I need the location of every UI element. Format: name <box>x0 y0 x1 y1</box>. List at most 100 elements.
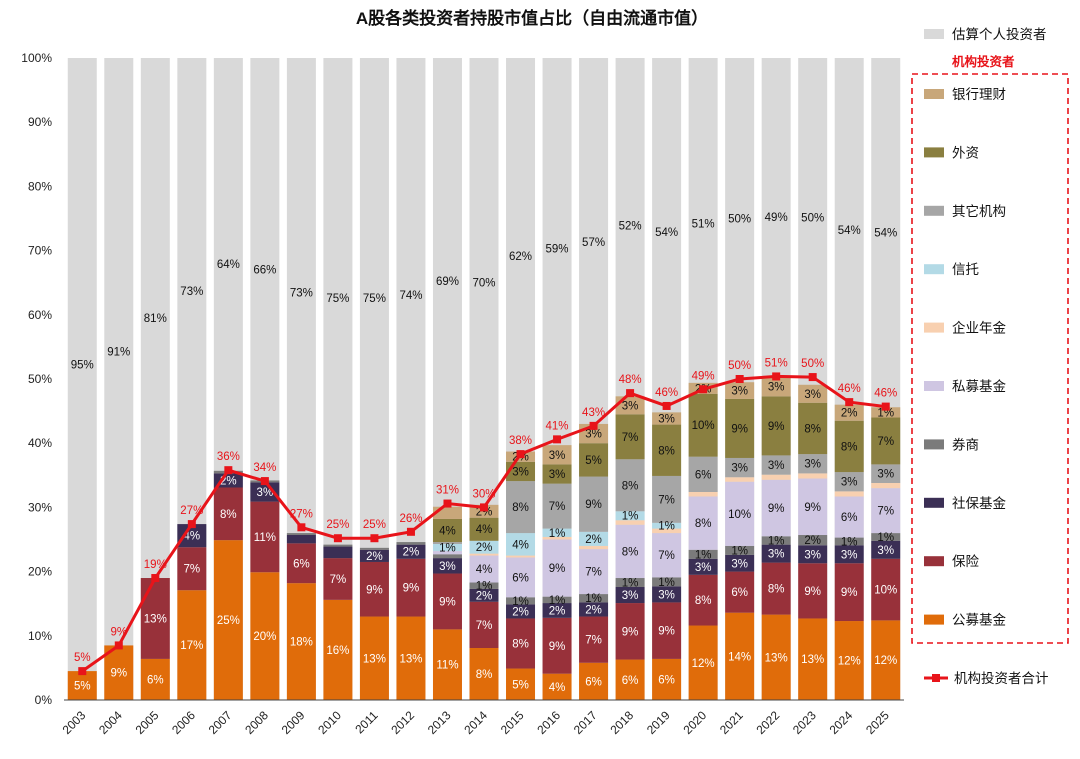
total-line-marker <box>881 402 890 411</box>
segment-label: 18% <box>290 637 313 649</box>
bar-segment <box>67 671 97 700</box>
total-line-label: 27% <box>290 508 313 520</box>
bar-segment <box>542 617 572 674</box>
total-line-marker <box>699 385 708 394</box>
segment-label: 4% <box>476 524 493 536</box>
bar-segment <box>542 528 572 537</box>
total-line-label: 48% <box>619 374 642 386</box>
bar-segment <box>652 424 682 476</box>
segment-label: 7% <box>622 432 639 444</box>
total-line-label: 19% <box>144 559 167 571</box>
legend-label: 社保基金 <box>952 495 1006 511</box>
legend-label: 信托 <box>952 262 979 277</box>
legend-swatch <box>924 29 944 39</box>
segment-label: 7% <box>877 436 894 448</box>
bar-segment <box>761 474 791 480</box>
retail-bar <box>67 58 97 700</box>
segment-label: 9% <box>403 583 420 595</box>
bar-segment <box>652 528 682 534</box>
segment-label: 7% <box>330 574 347 586</box>
total-line-label: 30% <box>472 488 495 500</box>
bar-segment <box>834 496 864 538</box>
total-line-marker <box>114 641 123 650</box>
bar-segment <box>213 487 243 541</box>
bar-segment <box>469 588 499 602</box>
bars-layer <box>67 58 901 700</box>
segment-label: 5% <box>512 679 529 691</box>
segment-label: 9% <box>768 503 785 515</box>
segment-label: 12% <box>874 655 897 667</box>
total-line-marker <box>370 534 379 543</box>
segment-label: 7% <box>658 494 675 506</box>
segment-label: 8% <box>841 441 858 453</box>
bar-segment <box>359 561 389 617</box>
bar-segment <box>469 582 499 589</box>
bar-segment <box>615 511 645 521</box>
segment-label: 1% <box>658 521 675 533</box>
segment-label: 20% <box>253 631 276 643</box>
bar-segment <box>396 544 426 559</box>
x-tick-label: 2016 <box>534 708 563 737</box>
total-line-label: 34% <box>253 462 276 474</box>
bar-segment <box>469 601 499 648</box>
segment-label: 13% <box>144 613 167 625</box>
bar-segment <box>506 604 536 619</box>
segment-label: 4% <box>512 539 529 551</box>
segment-label: 3% <box>731 463 748 475</box>
retail-label: 52% <box>619 221 642 233</box>
total-line-marker <box>626 389 635 398</box>
segment-label: 7% <box>476 620 493 632</box>
segment-label: 4% <box>184 531 201 543</box>
segment-label: 6% <box>731 587 748 599</box>
segment-label: 10% <box>728 509 751 521</box>
legend-label: 外资 <box>952 145 979 160</box>
segment-label: 11% <box>436 660 458 672</box>
bar-segment <box>615 414 645 460</box>
bar-segment <box>506 597 536 605</box>
segment-label: 9% <box>622 626 639 638</box>
retail-label: 70% <box>472 278 495 290</box>
legend-swatch <box>924 556 944 567</box>
segment-label: 8% <box>476 669 493 681</box>
legend-swatch <box>924 497 944 508</box>
segment-label: 3% <box>731 558 748 570</box>
segment-label: 3% <box>549 450 566 462</box>
segment-label: 3% <box>804 389 821 401</box>
legend-swatch <box>924 614 944 625</box>
total-line-marker <box>808 373 817 382</box>
segment-label: 2% <box>804 535 821 547</box>
bar-segment <box>834 537 864 546</box>
bar-segment <box>286 533 316 536</box>
bar-segment <box>871 417 901 465</box>
segment-label: 2% <box>841 408 858 420</box>
segment-label: 1% <box>877 407 894 419</box>
bar-segment <box>652 658 682 700</box>
segment-label: 3% <box>585 429 602 441</box>
legend-label: 券商 <box>952 437 979 452</box>
bar-segment <box>542 483 572 529</box>
bar-segment <box>579 545 609 550</box>
total-line-marker <box>480 503 488 512</box>
y-tick-label: 30% <box>28 500 52 514</box>
bar-segment <box>323 546 353 559</box>
total-line-label: 36% <box>217 451 240 463</box>
x-tick-label: 2019 <box>644 708 673 737</box>
bar-segment <box>432 573 462 630</box>
segment-label: 3% <box>877 469 894 481</box>
total-line-marker <box>589 421 598 430</box>
bar-segment <box>688 393 718 457</box>
total-line-label: 38% <box>509 435 532 447</box>
segment-label: 6% <box>658 674 675 686</box>
bar-segment <box>688 625 718 700</box>
segment-label: 3% <box>804 549 821 561</box>
x-tick-label: 2009 <box>279 708 308 737</box>
bar-segment <box>542 539 572 597</box>
segment-label: 9% <box>585 499 602 511</box>
total-line-marker <box>662 401 671 410</box>
bar-segment <box>469 517 499 541</box>
total-line-label: 46% <box>874 388 897 400</box>
x-tick-label: 2005 <box>133 708 162 737</box>
bar-segment <box>871 483 901 489</box>
x-axis: 2003 2004 2005 2006 2007 2008 2009 2010 2011 2012… <box>60 708 892 737</box>
bar-segment <box>432 551 462 555</box>
